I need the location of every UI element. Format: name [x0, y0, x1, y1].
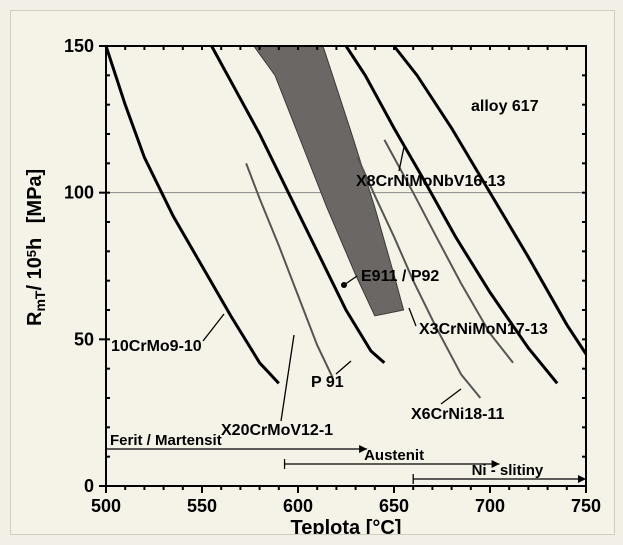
range-label-1: Austenit — [364, 447, 424, 464]
label-10CrMo9-10: 10CrMo9-10 — [111, 338, 202, 355]
x-tick-label: 650 — [379, 496, 409, 516]
label-X3CrNiMoN17-13: X3CrNiMoN17-13 — [419, 321, 548, 338]
label-X8CrNiMoNbV16-13: X8CrNiMoNbV16-13 — [356, 173, 505, 190]
x-axis-title: Teplota [°C] — [291, 517, 402, 534]
y-tick-label: 100 — [64, 183, 94, 203]
y-tick-label: 50 — [74, 329, 94, 349]
label-X20CrMoV12-1: X20CrMoV12-1 — [221, 422, 333, 439]
y-axis-unit: [MPa] — [24, 169, 46, 223]
range-label-2: Ni - slitiny — [472, 462, 544, 479]
y-axis-title-main: RmT/ 105h — [24, 238, 48, 326]
x-tick-label: 700 — [475, 496, 505, 516]
x-tick-label: 750 — [571, 496, 601, 516]
y-tick-label: 0 — [84, 476, 94, 496]
x-tick-label: 550 — [187, 496, 217, 516]
range-label-0: Ferit / Martensit — [110, 432, 222, 449]
y-tick-label: 150 — [64, 36, 94, 56]
creep-strength-chart: 10CrMo9-10 X20CrMoV12-1 P 91 E911 / P92 X6Cr… — [10, 10, 615, 535]
x-tick-label: 500 — [91, 496, 121, 516]
chart-svg: 10CrMo9-10 X20CrMoV12-1 P 91 E911 / P92 X6Cr… — [11, 11, 614, 534]
label-P91: P 91 — [311, 374, 344, 391]
label-X6CrNi18-11: X6CrNi18-11 — [411, 406, 504, 423]
marker-e911 — [341, 282, 347, 288]
label-E911-P92: E911 / P92 — [361, 268, 439, 285]
label-alloy617: alloy 617 — [471, 98, 539, 115]
x-tick-label: 600 — [283, 496, 313, 516]
